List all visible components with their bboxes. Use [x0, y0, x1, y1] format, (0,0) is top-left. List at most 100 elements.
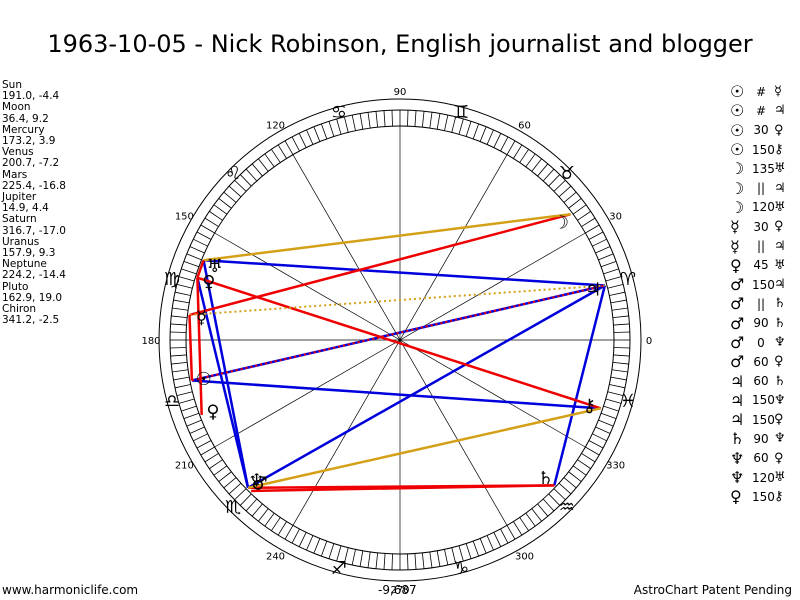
degree-tick — [284, 140, 294, 155]
degree-tick — [444, 549, 449, 566]
planet-glyph: ♃ — [730, 371, 745, 391]
aspect-row: ♃ 150 ♀ — [730, 410, 800, 429]
planet-glyph: ♄ — [774, 373, 786, 389]
degree-tick — [258, 158, 269, 172]
planet-glyph: ♅ — [774, 199, 786, 215]
planet-name: Neptune — [2, 258, 47, 271]
degree-tick — [451, 116, 457, 133]
sign-glyph: ♑ — [453, 558, 469, 579]
degree-tick — [223, 191, 237, 203]
aspect-angle: 150 — [752, 489, 775, 504]
degree-tick — [172, 307, 189, 311]
planet-glyph: ♂ — [251, 473, 267, 494]
degree-label: 30 — [609, 212, 622, 223]
degree-tick — [186, 419, 202, 427]
degree-tick — [542, 168, 555, 182]
planet-glyph: ♂ — [730, 352, 745, 372]
degree-tick — [173, 376, 190, 381]
degree-tick — [174, 291, 191, 296]
planet-glyph: ♆ — [774, 392, 786, 408]
degree-tick — [436, 113, 441, 130]
degree-tick — [563, 191, 577, 203]
planet-glyph: ☉ — [730, 82, 745, 102]
degree-tick — [613, 323, 630, 326]
degree-tick — [595, 246, 611, 254]
planet-name: Chiron — [2, 303, 37, 316]
planet-glyph: ♀ — [202, 272, 215, 293]
degree-tick — [176, 283, 193, 289]
degree-tick — [277, 521, 287, 536]
degree-label: 330 — [606, 461, 625, 472]
planet-glyph: ♆ — [730, 468, 745, 488]
degree-tick — [306, 129, 314, 145]
degree-tick — [189, 426, 205, 434]
degree-tick — [328, 121, 335, 137]
degree-tick — [598, 419, 614, 427]
degree-tick — [178, 398, 195, 404]
degree-tick — [458, 545, 464, 562]
sign-glyph: ♈ — [620, 269, 636, 290]
planet-glyph: ☿ — [730, 236, 740, 256]
degree-tick — [613, 347, 630, 349]
degree-label: 300 — [515, 552, 534, 563]
degree-tick — [613, 331, 630, 333]
planet-glyph: ♂ — [730, 333, 745, 352]
degree-tick — [391, 553, 393, 570]
aspect-line — [203, 258, 605, 287]
sign-glyph: ♓ — [620, 391, 636, 412]
planet-position: 191.0, -4.4 — [2, 90, 60, 103]
outer-ring — [158, 98, 642, 582]
degree-tick — [600, 260, 617, 268]
degree-tick — [610, 299, 627, 304]
aspect-line — [188, 314, 194, 381]
degree-tick — [183, 412, 200, 420]
planet-glyph: ♀ — [774, 412, 784, 428]
planet-glyph: ♀ — [730, 255, 742, 275]
sign-glyph: ♎ — [164, 391, 180, 412]
planet-glyph: ♀ — [774, 354, 784, 370]
degree-tick — [531, 508, 542, 522]
sign-glyph: ♒ — [559, 497, 575, 518]
degree-tick — [172, 369, 189, 373]
degree-tick — [588, 440, 604, 449]
planet-glyph: ☉ — [730, 140, 745, 160]
sign-glyph: ♏ — [225, 497, 241, 518]
degree-tick — [291, 528, 300, 544]
planet-glyph: ♂ — [730, 313, 745, 333]
degree-tick — [234, 179, 247, 192]
planet-glyph: ♆ — [730, 448, 745, 468]
planet-glyph: ♄ — [774, 296, 786, 312]
planet-glyph: ☿ — [774, 84, 782, 100]
degree-tick — [271, 517, 281, 531]
degree-tick — [313, 126, 321, 142]
aspect-angle: 150 — [752, 142, 775, 157]
degree-tick — [465, 543, 472, 559]
planet-name: Uranus — [2, 235, 40, 248]
aspect-angle: # — [755, 103, 767, 118]
degree-tick — [209, 459, 223, 469]
aspect-row: ☽ 135 ♅ — [730, 159, 800, 178]
degree-tick — [228, 185, 242, 198]
degree-tick — [173, 299, 190, 304]
degree-tick — [451, 547, 457, 564]
aspect-angle: || — [756, 181, 766, 196]
planet-position: 200.7, -7.2 — [2, 157, 60, 170]
aspect-angle: || — [756, 239, 766, 254]
degree-tick — [548, 493, 561, 506]
aspect-row: ♂ || ♄ — [730, 294, 800, 313]
degree-tick — [383, 110, 386, 127]
aspect-angle: 120 — [752, 470, 775, 485]
aspect-angle: 60 — [753, 354, 769, 369]
degree-tick — [421, 111, 425, 128]
degree-tick — [607, 283, 624, 289]
degree-tick — [581, 453, 596, 463]
degree-tick — [170, 347, 187, 349]
degree-tick — [414, 553, 417, 570]
sign-glyph: ♊ — [453, 102, 469, 123]
degree-tick — [472, 540, 480, 557]
degree-tick — [367, 551, 371, 568]
degree-tick — [458, 118, 464, 135]
aspect-row: ☽ 120 ♅ — [730, 198, 800, 217]
degree-tick — [444, 114, 449, 131]
degree-tick — [577, 211, 591, 221]
